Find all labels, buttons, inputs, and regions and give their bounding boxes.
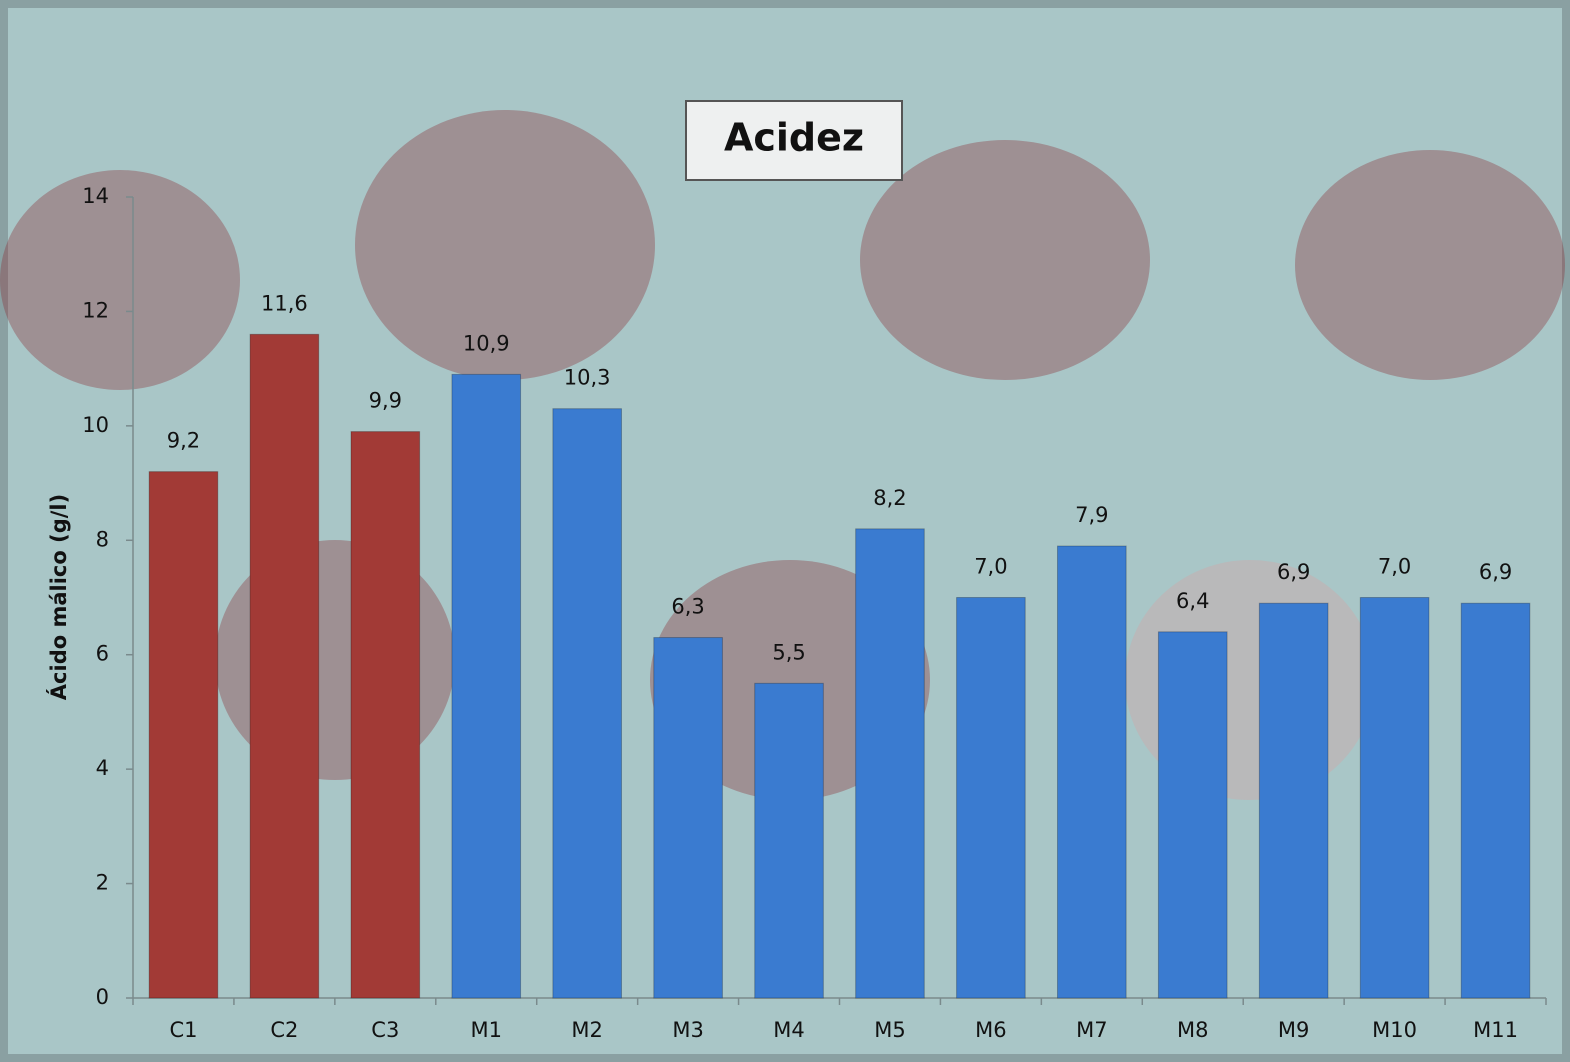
- y-tick-label: 0: [96, 985, 109, 1009]
- value-label: 6,9: [1277, 560, 1310, 584]
- value-label: 10,3: [564, 366, 611, 390]
- y-tick-label: 10: [82, 413, 109, 437]
- y-tick-label: 8: [96, 527, 109, 551]
- x-tick-label: M11: [1473, 1018, 1518, 1042]
- value-label: 7,9: [1075, 503, 1108, 527]
- value-label: 9,9: [369, 389, 402, 413]
- bar: [1460, 602, 1531, 999]
- y-tick-label: 2: [96, 871, 109, 895]
- x-tick-label: M2: [571, 1018, 602, 1042]
- value-label: 9,2: [167, 429, 200, 453]
- bar: [350, 431, 421, 999]
- y-tick-label: 12: [82, 298, 109, 322]
- chart-title: Acidez: [724, 116, 864, 160]
- bar: [1157, 631, 1228, 999]
- bar: [754, 682, 824, 999]
- bar: [1359, 597, 1430, 999]
- x-tick-label: C1: [169, 1018, 197, 1042]
- x-tick-label: M8: [1177, 1018, 1208, 1042]
- x-tick-label: M5: [874, 1018, 905, 1042]
- value-label: 5,5: [772, 640, 805, 664]
- x-tick-label: M1: [471, 1018, 502, 1042]
- bar: [855, 528, 925, 999]
- value-label: 6,3: [671, 595, 704, 619]
- x-tick-label: M7: [1076, 1018, 1107, 1042]
- bar: [451, 373, 522, 999]
- y-axis-label: Ácido málico (g/l): [46, 494, 71, 700]
- y-tick-label: 6: [96, 642, 109, 666]
- x-tick-label: M9: [1278, 1018, 1309, 1042]
- value-label: 6,4: [1176, 589, 1209, 613]
- bar: [552, 408, 622, 999]
- bar: [249, 333, 320, 999]
- x-tick-label: C2: [270, 1018, 298, 1042]
- bar: [1258, 602, 1329, 999]
- bar: [653, 637, 723, 999]
- value-label: 7,0: [1378, 555, 1411, 579]
- bar: [148, 471, 219, 999]
- value-label: 7,0: [974, 555, 1007, 579]
- x-tick-label: M3: [672, 1018, 703, 1042]
- value-label: 10,9: [463, 331, 510, 355]
- x-tick-label: C3: [371, 1018, 399, 1042]
- y-tick-label: 14: [82, 184, 109, 208]
- value-label: 11,6: [261, 291, 308, 315]
- x-tick-label: M4: [773, 1018, 804, 1042]
- value-label: 8,2: [873, 486, 906, 510]
- value-label: 6,9: [1479, 560, 1512, 584]
- bar: [1057, 545, 1127, 999]
- title-box: [685, 100, 903, 181]
- bar: [956, 597, 1026, 999]
- y-tick-label: 4: [96, 756, 109, 780]
- x-tick-label: M6: [975, 1018, 1006, 1042]
- x-tick-label: M10: [1372, 1018, 1417, 1042]
